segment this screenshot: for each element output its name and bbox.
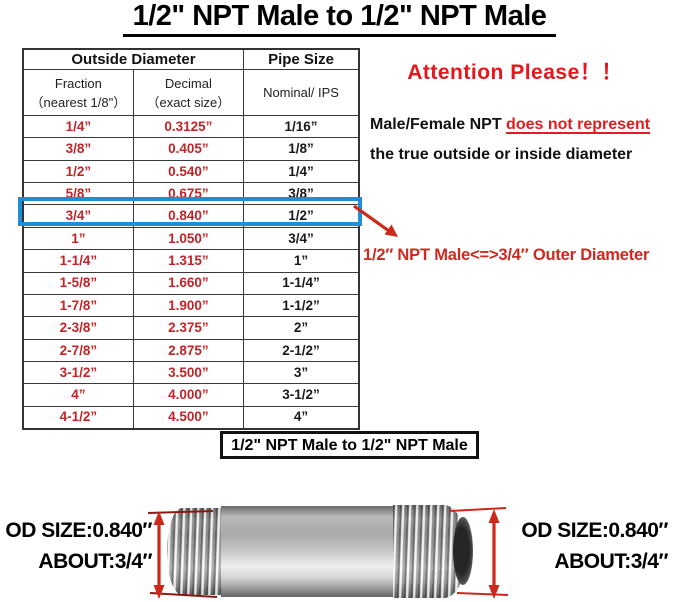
attention-heading: Attention Please！！: [407, 61, 623, 84]
table-header-row-sub: Fraction （nearest 1/8"） Decimal （exact s…: [22, 69, 360, 116]
decimal-sublabel: （exact size）: [146, 94, 231, 110]
pipe-body: [221, 506, 407, 597]
decimal-cell: 1.900”: [132, 293, 245, 318]
decimal-cell: 0.675”: [132, 182, 245, 206]
fraction-cell: 3/4”: [22, 204, 134, 228]
pipe-size-cell: 3/4”: [243, 226, 360, 251]
fraction-cell: 1-5/8”: [22, 271, 134, 295]
col-header-nominal: Nominal/ IPS: [243, 69, 360, 116]
col-header-decimal: Decimal （exact size）: [132, 69, 245, 116]
fraction-cell: 5/8”: [22, 182, 134, 206]
fraction-sublabel: （nearest 1/8"）: [30, 94, 127, 110]
pipe-size-cell: 1/2”: [243, 204, 360, 228]
table-row: 1-1/4” 1.315” 1”: [22, 249, 360, 273]
pipe-size-cell: 1”: [243, 249, 360, 273]
table-row: 3/8” 0.405” 1/8”: [22, 137, 360, 161]
table-body: 1/4” 0.3125” 1/16” 3/8” 0.405” 1/8” 1/2” 0.540”…: [22, 114, 360, 430]
decimal-cell: 2.875”: [132, 338, 245, 362]
pipe-size-cell: 1/16”: [243, 114, 360, 139]
fraction-cell: 1”: [22, 226, 134, 251]
table-header-row-groups: Outside Diameter Pipe Size: [22, 48, 360, 70]
attention-line1-black: Male/Female NPT: [370, 116, 507, 133]
pointer-arrow-icon: [353, 204, 398, 237]
decimal-cell: 1.050”: [132, 226, 245, 251]
pipe-size-cell: 3”: [243, 360, 360, 385]
pipe-size-cell: 1-1/2”: [243, 293, 360, 318]
table-row: 5/8” 0.675” 3/8”: [22, 182, 360, 206]
table-row: 1/4” 0.3125” 1/16”: [22, 114, 360, 139]
fraction-cell: 2-7/8”: [22, 338, 134, 362]
fraction-cell: 4-1/2”: [22, 405, 134, 430]
attention-line2: the true outside or inside diameter: [370, 146, 633, 163]
pipe-left-threads: [167, 508, 225, 595]
decimal-cell: 0.840”: [132, 204, 245, 228]
table-row: 1-7/8” 1.900” 1-1/2”: [22, 293, 360, 318]
table-row: 2-3/8” 2.375” 2”: [22, 316, 360, 340]
decimal-cell: 3.500”: [132, 360, 245, 385]
page-title: 1/2" NPT Male to 1/2" NPT Male: [122, 0, 557, 37]
fraction-cell: 1-7/8”: [22, 293, 134, 318]
title-wrap: 1/2" NPT Male to 1/2" NPT Male: [0, 0, 679, 37]
col-header-fraction: Fraction （nearest 1/8"）: [22, 69, 134, 116]
pipe-bore-opening: [453, 517, 473, 585]
col-group-pipe-size: Pipe Size: [243, 48, 360, 70]
npt-size-table: Outside Diameter Pipe Size Fraction （nea…: [22, 48, 360, 430]
pipe-size-cell: 1/8”: [243, 137, 360, 161]
fraction-cell: 1/4”: [22, 114, 134, 139]
right-od-size-label: OD SIZE:0.840″: [521, 519, 668, 542]
attention-line1: Male/Female NPT does not represent: [370, 116, 650, 134]
right-dimension-arrow-icon: [450, 507, 509, 599]
pipe-size-cell: 4”: [243, 405, 360, 430]
decimal-label: Decimal: [164, 75, 212, 91]
fraction-cell: 3-1/2”: [22, 360, 134, 385]
pipe-size-cell: 2”: [243, 316, 360, 340]
table-row: 3/4” 0.840” 1/2”: [22, 204, 360, 228]
decimal-cell: 4.000”: [132, 383, 245, 407]
decimal-cell: 1.660”: [132, 271, 245, 295]
decimal-cell: 0.540”: [132, 159, 245, 184]
decimal-cell: 0.3125”: [132, 114, 245, 139]
fraction-cell: 1-1/4”: [22, 249, 134, 273]
pipe-size-cell: 2-1/2”: [243, 338, 360, 362]
pipe-size-cell: 3/8”: [243, 182, 360, 206]
fraction-cell: 1/2”: [22, 159, 134, 184]
pipe-nipple-photo: [167, 505, 473, 598]
table-row: 3-1/2” 3.500” 3”: [22, 360, 360, 385]
table-row: 1/2” 0.540” 1/4”: [22, 159, 360, 184]
pipe-size-cell: 1-1/4”: [243, 271, 360, 295]
caption-box: 1/2" NPT Male to 1/2" NPT Male: [220, 431, 479, 459]
col-group-outside-diameter: Outside Diameter: [22, 48, 244, 70]
pipe-size-cell: 1/4”: [243, 159, 360, 184]
fraction-label: Fraction: [54, 75, 102, 91]
table-row: 4-1/2” 4.500” 4”: [22, 405, 360, 430]
right-about-label: ABOUT:3/4″: [554, 550, 668, 573]
left-dimension-arrow-icon: [147, 510, 218, 599]
left-about-label: ABOUT:3/4″: [38, 550, 152, 573]
fraction-cell: 4”: [22, 383, 134, 407]
pipe-size-cell: 3-1/2”: [243, 383, 360, 407]
attention-line1-red-underlined: does not represent: [506, 116, 651, 133]
fraction-cell: 3/8”: [22, 137, 134, 161]
left-od-size-label: OD SIZE:0.840″: [5, 519, 152, 542]
fraction-cell: 2-3/8”: [22, 316, 134, 340]
table-row: 1-5/8” 1.660” 1-1/4”: [22, 271, 360, 295]
table-row: 2-7/8” 2.875” 2-1/2”: [22, 338, 360, 362]
decimal-cell: 4.500”: [132, 405, 245, 430]
decimal-cell: 0.405”: [132, 137, 245, 161]
decimal-cell: 1.315”: [132, 249, 245, 273]
table-row: 1” 1.050” 3/4”: [22, 226, 360, 251]
od-equivalence-note: 1/2″ NPT Male<=>3/4″ Outer Diameter: [363, 246, 650, 264]
decimal-cell: 2.375”: [132, 316, 245, 340]
table-row: 4” 4.000” 3-1/2”: [22, 383, 360, 407]
table-head: Outside Diameter Pipe Size Fraction （nea…: [22, 48, 360, 116]
